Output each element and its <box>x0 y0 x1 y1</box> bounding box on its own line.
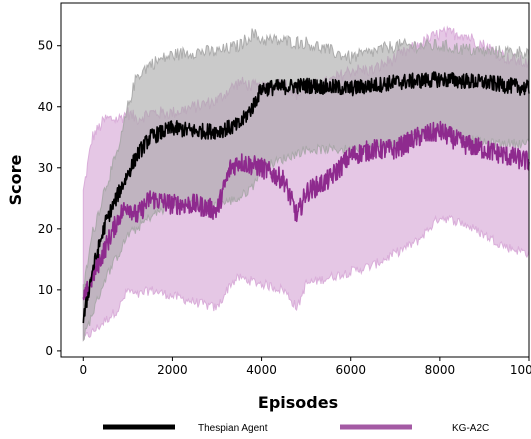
series-line-thespian-agent <box>82 71 530 324</box>
y-tick-label: 0 <box>45 344 53 358</box>
x-tick-label: 10000 <box>510 363 531 377</box>
x-tick-label: 2000 <box>157 363 188 377</box>
y-tick-label: 40 <box>38 100 53 114</box>
series-line-kg-a2c <box>82 120 530 301</box>
y-tick-label: 30 <box>38 161 53 175</box>
legend-label-thespian-agent: Thespian Agent <box>198 423 268 434</box>
x-tick-label: 6000 <box>335 363 366 377</box>
x-tick-label: 8000 <box>425 363 456 377</box>
plot-area <box>82 25 530 342</box>
x-axis-title: Episodes <box>258 393 338 412</box>
x-tick-label: 0 <box>79 363 87 377</box>
y-tick-label: 20 <box>38 222 53 236</box>
legend-label-kg-a2c: KG-A2C <box>452 423 489 434</box>
y-tick-label: 50 <box>38 39 53 53</box>
y-axis-title: Score <box>6 154 25 205</box>
y-tick-label: 10 <box>38 283 53 297</box>
x-tick-label: 4000 <box>246 363 277 377</box>
legend: Thespian Agent KG-A2C <box>103 423 489 434</box>
axes: 0 2000 4000 6000 8000 10000 0 10 20 30 40 50 <box>38 2 531 377</box>
plot-frame <box>60 2 530 358</box>
